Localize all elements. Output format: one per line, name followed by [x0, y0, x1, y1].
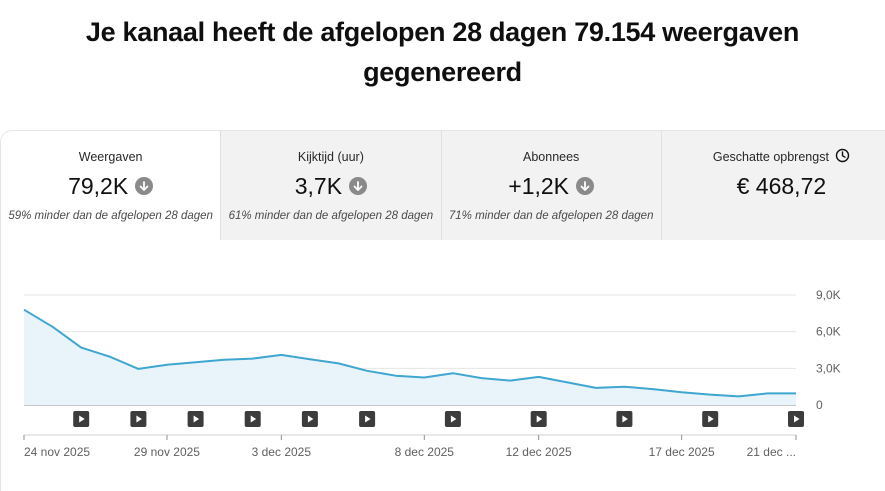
- x-tick-label: 29 nov 2025: [134, 445, 200, 459]
- x-tick-label: 21 dec ...: [747, 445, 796, 459]
- x-tick-label: 12 dec 2025: [506, 445, 572, 459]
- views-line: [23, 308, 796, 398]
- views-chart: 0 3,0K 6,0K 9,0K 24 nov 2025 29 nov 2025 3 dec…: [0, 239, 885, 491]
- views-area: [24, 309, 796, 405]
- tab-label: Kijktijd (uur): [297, 150, 364, 164]
- arrow-down-circle-icon: [135, 177, 154, 195]
- play-icon[interactable]: [359, 411, 376, 427]
- page-headline: Je kanaal heeft de afgelopen 28 dagen 79…: [85, 17, 800, 87]
- arrow-down-circle-icon: [576, 177, 595, 195]
- x-tick-label: 24 nov 2025: [24, 445, 90, 459]
- tab-label: Weergaven: [78, 150, 143, 164]
- tab-value-row: 3,7K: [221, 171, 440, 201]
- tab-label-row: Geschatte opbrengst: [662, 148, 885, 166]
- tab-value-row: € 468,72: [662, 171, 885, 201]
- play-icon[interactable]: [301, 411, 318, 427]
- clock-icon[interactable]: [835, 148, 850, 166]
- metric-tabs: Weergaven 79,2K 59% minder dan de afgelo…: [1, 131, 885, 240]
- play-icon[interactable]: [702, 411, 719, 427]
- tab-value: +1,2K: [508, 172, 570, 199]
- metrics-card: Weergaven 79,2K 59% minder dan de afgelo…: [0, 130, 885, 491]
- y-tick-label: 3,0K: [816, 361, 841, 375]
- tab-compare-text: 61% minder dan de afgelopen 28 dagen: [228, 210, 434, 222]
- y-tick-label: 6,0K: [816, 325, 841, 339]
- play-icon[interactable]: [530, 411, 547, 427]
- x-tick-label: 3 dec 2025: [252, 445, 312, 459]
- tab-kijktijd[interactable]: Kijktijd (uur) 3,7K 61% minder dan de af…: [221, 131, 442, 240]
- tab-compare-text: 71% minder dan de afgelopen 28 dagen: [448, 210, 654, 222]
- play-icon[interactable]: [130, 411, 147, 427]
- play-icon[interactable]: [616, 411, 633, 427]
- play-icon[interactable]: [73, 411, 90, 427]
- tab-label: Geschatte opbrengst: [712, 150, 829, 164]
- tab-abonnees[interactable]: Abonnees +1,2K 71% minder dan de afgelop…: [441, 131, 662, 240]
- tab-weergaven[interactable]: Weergaven 79,2K 59% minder dan de afgelo…: [1, 131, 222, 240]
- tab-label: Abonnees: [523, 150, 580, 164]
- arrow-down-circle-icon: [349, 177, 368, 195]
- y-tick-label: 9,0K: [816, 288, 841, 302]
- play-icon[interactable]: [788, 411, 804, 427]
- tab-compare-text: 59% minder dan de afgelopen 28 dagen: [8, 210, 213, 222]
- x-tick-label: 8 dec 2025: [395, 445, 455, 459]
- tab-value: € 468,72: [736, 172, 827, 199]
- play-icon[interactable]: [244, 411, 261, 427]
- tab-value: 3,7K: [294, 172, 343, 199]
- play-icon[interactable]: [444, 411, 461, 427]
- tab-geschatte-opbrengst[interactable]: Geschatte opbrengst € 468,72: [661, 131, 885, 240]
- tab-value-row: +1,2K: [442, 171, 661, 201]
- tab-value-row: 79,2K: [1, 171, 220, 201]
- views-chart-svg: 0 3,0K 6,0K 9,0K 24 nov 2025 29 nov 2025 3 dec…: [23, 288, 841, 459]
- y-tick-label: 0: [816, 398, 823, 412]
- x-tick-label: 17 dec 2025: [649, 445, 715, 459]
- play-icon[interactable]: [187, 411, 204, 427]
- tab-value: 79,2K: [68, 172, 129, 199]
